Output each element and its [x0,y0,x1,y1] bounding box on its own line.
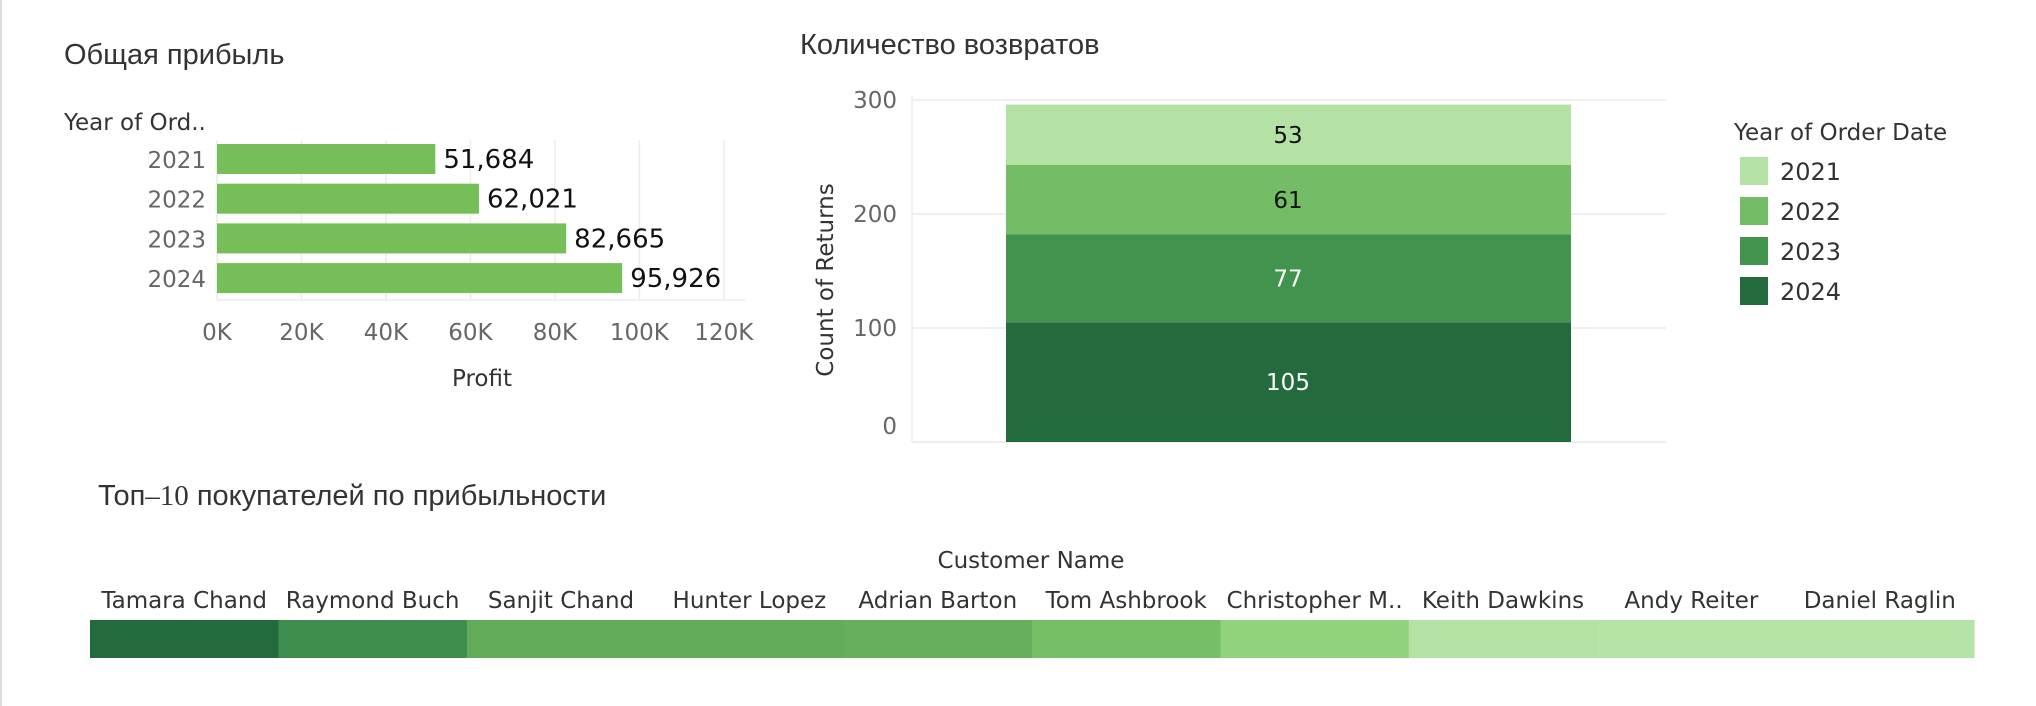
legend-swatch-2023 [1740,237,1768,265]
customers-chart: Топ–10 покупателей по прибыльности Custo… [90,480,1975,658]
returns-chart: Количество возвратов 0 100 200 300 Count of… [800,29,1947,443]
customer-name: Hunter Lopez [673,588,827,614]
profit-year-label: 2024 [147,267,206,293]
customer-cell [278,620,468,658]
returns-chart-title: Количество возвратов [800,29,1100,61]
legend-swatch-2021 [1740,157,1768,185]
profit-bar-2023 [217,223,567,254]
profit-x-tick: 80K [533,320,578,346]
returns-segment-label: 53 [1273,123,1302,149]
customer-name: Raymond Buch [286,588,460,614]
profit-bar-2022 [217,183,479,214]
customer-name: Keith Dawkins [1422,588,1584,614]
returns-legend-title: Year of Order Date [1733,120,1947,146]
profit-year-label: 2021 [147,148,206,174]
profit-bar-2021 [217,144,436,174]
customer-name: Christopher M.. [1227,588,1403,614]
customer-cell [1032,620,1221,658]
profit-x-tick: 0K [202,320,233,346]
customer-name: Adrian Barton [858,588,1017,614]
returns-segment-2022 [1006,164,1571,235]
customer-cell [1597,620,1787,658]
left-edge-border [0,0,2,706]
profit-x-axis-label: Profit [452,366,512,392]
profit-row-header: Year of Ord.. [63,110,206,136]
returns-segment-2024 [1006,322,1571,442]
legend-label: 2021 [1780,158,1841,186]
customer-name: Tom Ashbrook [1045,588,1208,614]
returns-y-tick: 100 [853,316,897,342]
legend-label: 2022 [1780,198,1841,226]
profit-chart: Общая прибыль Year of Ord.. 51,684 62,021… [63,39,754,392]
customer-cell [1785,620,1975,658]
returns-segment-2023 [1006,234,1571,323]
returns-y-tick: 300 [853,88,897,114]
legend-label: 2024 [1780,278,1841,306]
returns-segment-2021 [1006,104,1571,165]
legend-label: 2023 [1780,238,1841,266]
returns-segment-label: 105 [1266,370,1310,396]
profit-x-tick: 100K [610,320,670,346]
profit-value-label: 82,665 [574,224,665,254]
profit-value-label: 51,684 [443,145,534,175]
profit-x-tick: 120K [694,320,754,346]
customer-name: Daniel Raglin [1804,588,1956,614]
customer-cell [1408,620,1598,658]
customer-name: Andy Reiter [1624,588,1758,614]
customer-cell [655,620,845,658]
customer-name: Tamara Chand [100,588,267,614]
customers-chart-title: Топ–10 покупателей по прибыльности [98,480,606,512]
returns-y-tick: 200 [853,202,897,228]
profit-x-tick: 60K [448,320,493,346]
profit-year-label: 2022 [147,188,206,214]
legend-swatch-2024 [1740,277,1768,305]
returns-segment-label: 61 [1273,188,1302,214]
profit-bar-2024 [217,263,623,294]
profit-x-tick: 40K [364,320,409,346]
customer-cell [90,620,279,658]
customers-header: Customer Name [938,548,1125,574]
profit-year-label: 2023 [147,227,206,253]
returns-segment-label: 77 [1273,266,1302,292]
profit-value-label: 95,926 [630,264,721,294]
returns-y-tick: 0 [882,414,897,440]
profit-x-tick: 20K [279,320,324,346]
customer-cell [466,620,656,658]
legend-swatch-2022 [1740,197,1768,225]
customer-cell [843,620,1033,658]
customer-cell [1220,620,1410,658]
returns-y-axis-label: Count of Returns [813,183,839,376]
customer-name: Sanjit Chand [488,588,634,614]
profit-chart-title: Общая прибыль [64,39,284,71]
profit-value-label: 62,021 [487,185,578,215]
